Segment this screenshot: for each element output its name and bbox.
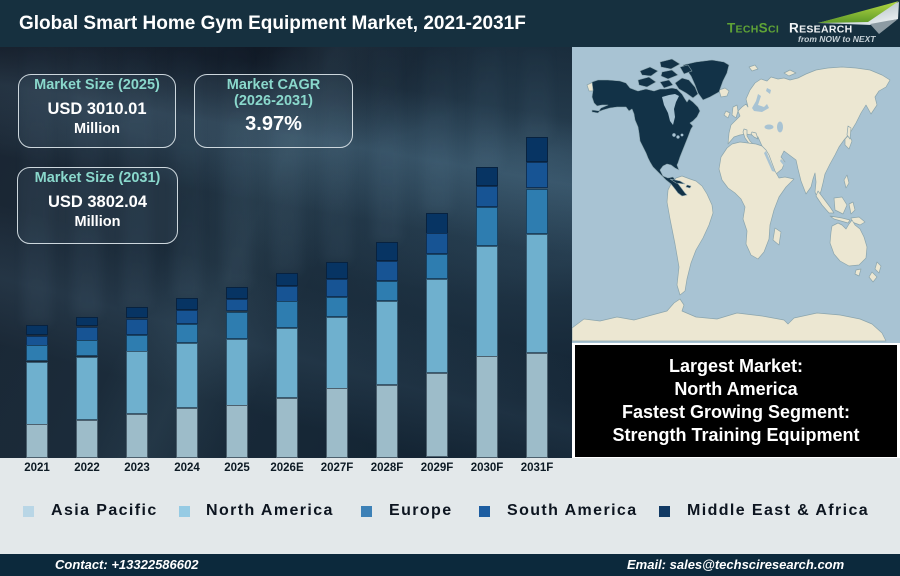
svg-text:from NOW to NEXT: from NOW to NEXT (798, 34, 876, 44)
svg-text:RESEARCH: RESEARCH (789, 21, 853, 36)
svg-text:TECHSCI: TECHSCI (727, 21, 779, 36)
